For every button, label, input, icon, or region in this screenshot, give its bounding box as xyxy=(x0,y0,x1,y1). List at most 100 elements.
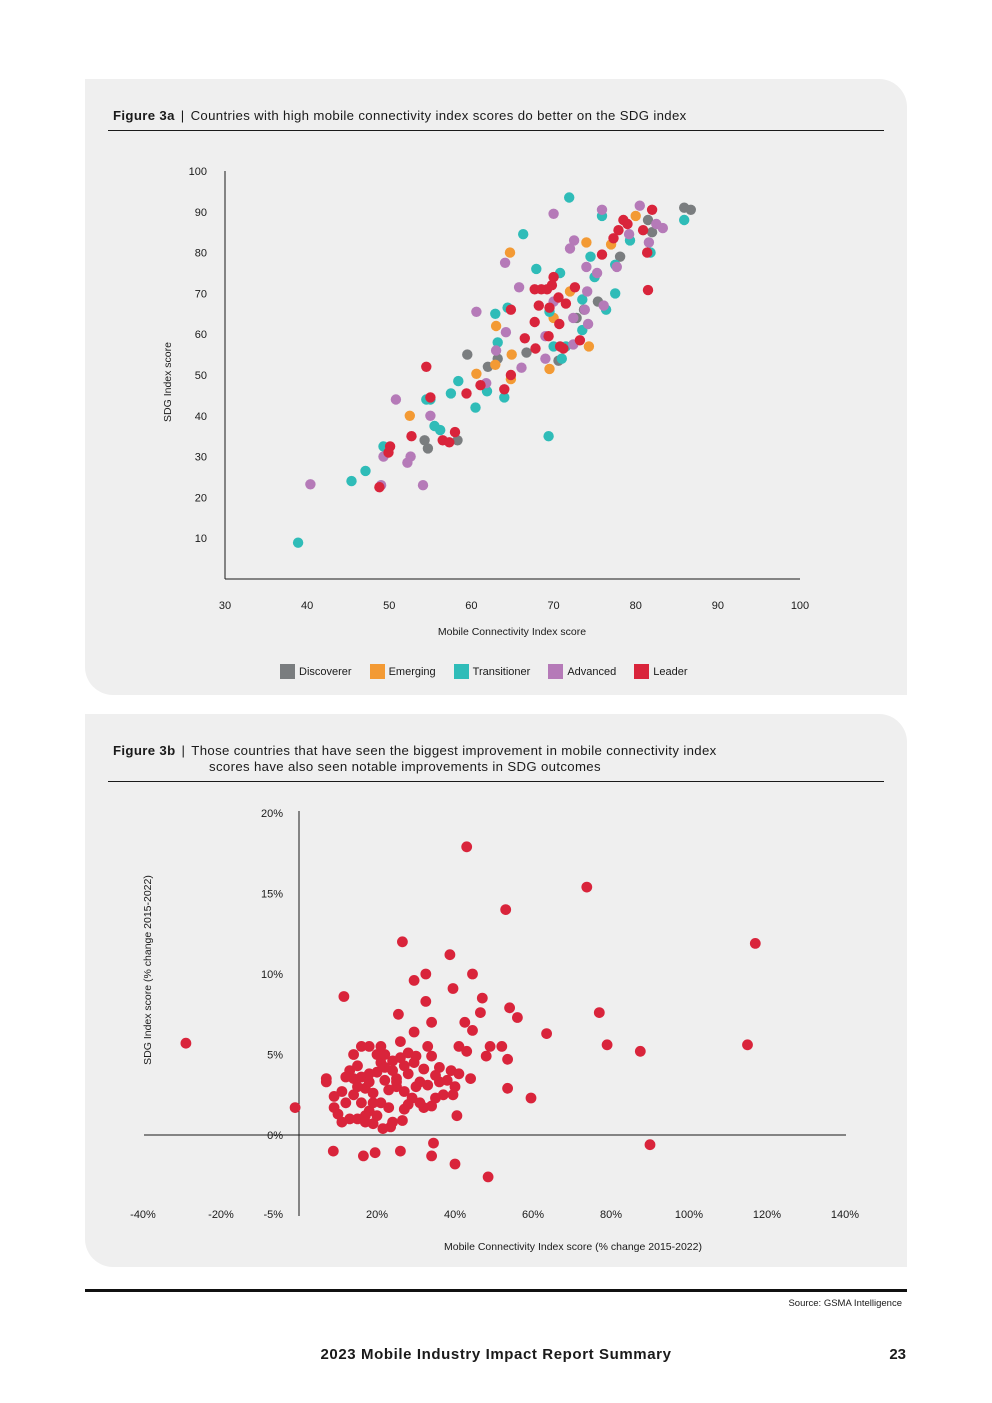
data-point-leader xyxy=(533,300,544,311)
data-point-emerging xyxy=(544,363,555,375)
x-tick-label: 80 xyxy=(630,600,642,612)
data-point-discoverer xyxy=(642,214,654,226)
data-point xyxy=(504,1002,515,1014)
data-point xyxy=(496,1041,508,1052)
data-point-leader xyxy=(461,388,472,399)
data-point xyxy=(369,1147,381,1159)
figure-3b-title-line2: scores have also seen notable improvemen… xyxy=(209,759,601,774)
data-point xyxy=(414,1097,426,1109)
data-point xyxy=(749,938,761,949)
data-point xyxy=(289,1102,301,1113)
data-point xyxy=(397,936,408,948)
data-point xyxy=(410,1050,422,1062)
figure-3a-title-text: Countries with high mobile connectivity … xyxy=(190,108,687,123)
y-tick-label: 0% xyxy=(267,1130,283,1142)
y-tick-label: 30 xyxy=(195,452,207,464)
data-point xyxy=(336,1086,348,1097)
data-point xyxy=(484,1041,496,1052)
data-point xyxy=(336,1116,348,1128)
data-point-advanced xyxy=(581,261,592,273)
data-point xyxy=(371,1049,383,1060)
data-point-leader xyxy=(642,247,653,258)
data-point-advanced xyxy=(568,312,579,324)
data-point-leader xyxy=(596,249,608,260)
data-point-advanced xyxy=(591,267,603,279)
figure-3a-label: Figure 3a xyxy=(113,108,175,123)
data-point xyxy=(422,1079,434,1091)
x-tick-label: 140% xyxy=(831,1209,859,1221)
data-point xyxy=(348,1089,359,1101)
data-point xyxy=(371,1110,383,1122)
data-point-emerging xyxy=(404,410,415,421)
data-point xyxy=(467,968,478,980)
data-point xyxy=(502,1053,513,1065)
x-tick-label: 20% xyxy=(366,1209,388,1221)
data-point-leader xyxy=(560,298,572,309)
data-point-advanced xyxy=(643,237,655,248)
data-point xyxy=(356,1097,367,1109)
data-point-advanced xyxy=(579,304,590,315)
data-point-advanced xyxy=(425,410,436,421)
data-point xyxy=(465,1073,476,1084)
data-point-emerging xyxy=(506,349,517,360)
data-point xyxy=(426,1050,437,1062)
data-point-leader xyxy=(425,392,436,403)
data-point-transitioner xyxy=(490,308,501,319)
y-tick-label: 60 xyxy=(195,329,207,341)
data-point-transitioner xyxy=(470,402,481,413)
data-point-advanced xyxy=(513,282,525,293)
data-point xyxy=(461,1045,473,1057)
figure-3b-label: Figure 3b xyxy=(113,743,176,758)
data-point xyxy=(375,1097,387,1109)
figure-3b-rule xyxy=(108,781,884,782)
y-tick-label: 40 xyxy=(195,411,207,423)
data-point-leader xyxy=(444,437,455,448)
data-point xyxy=(363,1068,375,1080)
data-point-advanced xyxy=(564,243,576,254)
y-tick-label: 5% xyxy=(267,1050,283,1062)
data-point xyxy=(451,1110,463,1122)
data-point-leader xyxy=(544,302,555,313)
figure-3a-y-axis-label: SDG Index score xyxy=(162,342,174,422)
data-point-leader xyxy=(642,284,654,296)
data-point xyxy=(418,1063,430,1075)
report-title: 2023 Mobile Industry Impact Report Summa… xyxy=(320,1346,672,1363)
data-point-leader xyxy=(574,335,586,346)
data-point-advanced xyxy=(582,286,593,297)
figure-3a-x-axis-label: Mobile Connectivity Index score xyxy=(438,626,586,638)
y-tick-label: 90 xyxy=(195,207,207,219)
data-point xyxy=(449,1158,461,1170)
data-point xyxy=(581,881,593,893)
data-point xyxy=(393,1008,404,1020)
data-point-leader xyxy=(499,384,510,395)
figure-3b-title: Figure 3b | Those countries that have seen… xyxy=(113,743,884,775)
data-point-transitioner xyxy=(445,388,457,399)
data-point xyxy=(340,1071,352,1083)
data-point-leader xyxy=(548,271,559,283)
data-point-discoverer xyxy=(646,227,658,238)
data-point-advanced xyxy=(568,235,580,246)
data-point-transitioner xyxy=(543,431,554,442)
data-point-leader xyxy=(541,284,553,295)
data-point-leader xyxy=(637,225,649,236)
data-point xyxy=(397,1115,408,1126)
data-point-leader xyxy=(646,204,658,215)
data-point-advanced xyxy=(657,222,668,234)
data-point-discoverer xyxy=(422,443,434,454)
figure-3a-title: Figure 3a | Countries with high mobile con… xyxy=(113,108,884,124)
x-tick-label: 60 xyxy=(465,600,477,612)
data-point xyxy=(434,1062,445,1073)
data-point-leader xyxy=(519,333,530,344)
x-tick-label: 100 xyxy=(791,600,809,612)
data-point-transitioner xyxy=(492,337,503,348)
data-point-leader xyxy=(374,482,385,493)
x-tick-label: 70 xyxy=(547,600,559,612)
data-point xyxy=(379,1062,391,1073)
y-tick-label: 10 xyxy=(195,533,207,545)
data-point-emerging xyxy=(490,320,502,332)
figure-3b-title-line1: Those countries that have seen the bigge… xyxy=(191,743,717,758)
data-point-leader xyxy=(530,343,541,354)
data-point-transitioner xyxy=(499,392,510,403)
data-point-leader xyxy=(608,233,619,244)
data-point xyxy=(476,992,488,1004)
